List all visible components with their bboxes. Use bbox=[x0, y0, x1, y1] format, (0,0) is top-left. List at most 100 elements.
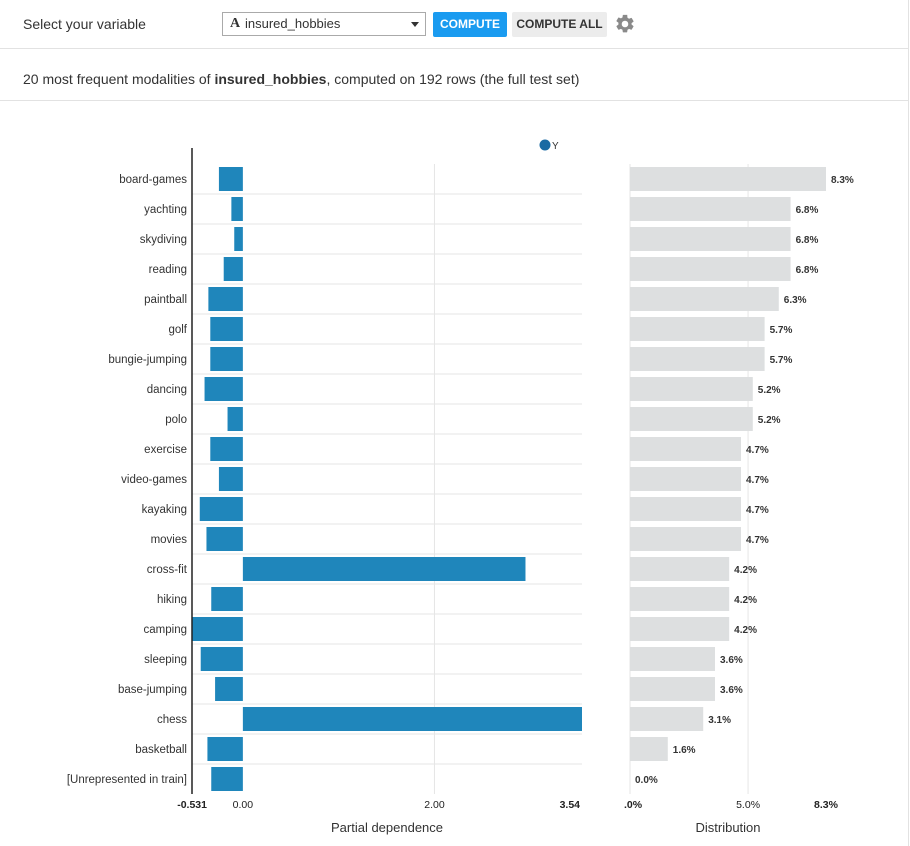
subtitle-variable: insured_hobbies bbox=[214, 71, 327, 87]
pd-bar bbox=[242, 707, 582, 731]
pd-bar bbox=[223, 257, 243, 281]
x-tick-label: 5.0% bbox=[736, 799, 760, 811]
distribution-bar bbox=[630, 497, 741, 521]
pd-bar bbox=[210, 317, 243, 341]
distribution-bar bbox=[630, 287, 779, 311]
pd-bar bbox=[204, 377, 243, 401]
distribution-bar bbox=[630, 197, 791, 221]
value-label: 6.8% bbox=[796, 265, 819, 276]
value-label: 4.7% bbox=[746, 445, 769, 456]
distribution-bar bbox=[630, 527, 741, 551]
category-label: video-games bbox=[121, 474, 187, 486]
category-label: movies bbox=[151, 534, 188, 546]
category-label: basketball bbox=[135, 744, 187, 756]
pd-bar bbox=[208, 287, 243, 311]
value-label: 5.2% bbox=[758, 415, 781, 426]
subtitle-prefix: 20 most frequent modalities of bbox=[23, 71, 215, 87]
value-label: 8.3% bbox=[831, 175, 854, 186]
pd-bar bbox=[227, 407, 243, 431]
pd-bar bbox=[200, 647, 243, 671]
value-label: 3.6% bbox=[720, 685, 743, 696]
variable-select[interactable]: A insured_hobbies bbox=[222, 12, 426, 36]
x-tick-label: 0.00 bbox=[233, 799, 254, 811]
value-label: 5.7% bbox=[770, 355, 793, 366]
pd-bar bbox=[234, 227, 243, 251]
subtitle-bar: 20 most frequent modalities of insured_h… bbox=[0, 49, 909, 101]
distribution-bar bbox=[630, 377, 753, 401]
x-axis-title: Partial dependence bbox=[331, 820, 443, 835]
value-label: 4.7% bbox=[746, 475, 769, 486]
category-label: reading bbox=[149, 264, 187, 276]
chevron-down-icon bbox=[411, 22, 419, 27]
distribution-bar bbox=[630, 737, 668, 761]
value-label: 4.7% bbox=[746, 535, 769, 546]
distribution-bar bbox=[630, 707, 704, 731]
x-tick-label: 8.3% bbox=[814, 799, 839, 811]
category-label: polo bbox=[165, 414, 187, 426]
distribution-bar bbox=[630, 617, 730, 641]
value-label: 6.8% bbox=[796, 205, 819, 216]
distribution-bar bbox=[630, 407, 753, 431]
distribution-bar bbox=[630, 587, 730, 611]
distribution-bar bbox=[630, 557, 730, 581]
category-label: base-jumping bbox=[118, 684, 187, 696]
category-label: dancing bbox=[147, 384, 187, 396]
chart-description: 20 most frequent modalities of insured_h… bbox=[23, 71, 579, 87]
subtitle-suffix: , computed on 192 rows (the full test se… bbox=[326, 71, 580, 87]
category-label: hiking bbox=[157, 594, 187, 606]
distribution-bar bbox=[630, 437, 741, 461]
x-tick-label: .0% bbox=[624, 799, 643, 811]
x-tick-label: 3.54 bbox=[560, 799, 581, 811]
text-type-icon: A bbox=[230, 16, 241, 31]
distribution-bar bbox=[630, 317, 765, 341]
category-label: paintball bbox=[144, 294, 187, 306]
value-label: 4.2% bbox=[734, 625, 757, 636]
legend-marker bbox=[539, 139, 551, 151]
charts-area: board-games yachting skydiving reading paint… bbox=[67, 139, 854, 835]
gear-icon[interactable] bbox=[614, 13, 636, 35]
x-axis-title: Distribution bbox=[695, 820, 760, 835]
pd-bar bbox=[215, 677, 243, 701]
category-label: golf bbox=[168, 324, 187, 336]
distribution-bar bbox=[630, 167, 826, 191]
category-label: exercise bbox=[144, 444, 187, 456]
compute-all-button[interactable]: COMPUTE ALL bbox=[512, 12, 607, 37]
category-label: camping bbox=[144, 624, 187, 636]
value-label: 4.2% bbox=[734, 595, 757, 606]
pd-bar bbox=[218, 167, 243, 191]
pd-bar bbox=[199, 497, 243, 521]
distribution-bar bbox=[630, 257, 791, 281]
pd-bar bbox=[218, 467, 243, 491]
category-label: [Unrepresented in train] bbox=[67, 774, 187, 786]
pd-bar bbox=[210, 437, 243, 461]
value-label: 0.0% bbox=[635, 775, 658, 786]
variable-select-label: Select your variable bbox=[23, 16, 146, 32]
value-label: 4.2% bbox=[734, 565, 757, 576]
x-tick-label: -0.531 bbox=[177, 799, 207, 811]
value-label: 1.6% bbox=[673, 745, 696, 756]
legend-label: Y bbox=[552, 141, 559, 152]
pd-bar bbox=[242, 557, 526, 581]
toolbar: Select your variable A insured_hobbies C… bbox=[0, 0, 909, 49]
value-label: 3.6% bbox=[720, 655, 743, 666]
category-label: yachting bbox=[144, 204, 187, 216]
category-label: skydiving bbox=[140, 234, 187, 246]
pd-bar bbox=[210, 347, 243, 371]
pd-bar bbox=[207, 737, 243, 761]
variable-select-value: insured_hobbies bbox=[245, 16, 341, 31]
distribution-bar bbox=[630, 647, 716, 671]
value-label: 6.8% bbox=[796, 235, 819, 246]
value-label: 3.1% bbox=[708, 715, 731, 726]
pd-bar bbox=[211, 767, 243, 791]
compute-button[interactable]: COMPUTE bbox=[433, 12, 507, 37]
x-tick-label: 2.00 bbox=[424, 799, 445, 811]
distribution-bar bbox=[630, 227, 791, 251]
category-label: sleeping bbox=[144, 654, 187, 666]
category-label: bungie-jumping bbox=[108, 354, 187, 366]
value-label: 6.3% bbox=[784, 295, 807, 306]
value-label: 5.7% bbox=[770, 325, 793, 336]
distribution-bar bbox=[630, 467, 741, 491]
pd-bar bbox=[231, 197, 243, 221]
value-label: 5.2% bbox=[758, 385, 781, 396]
pd-bar bbox=[206, 527, 243, 551]
